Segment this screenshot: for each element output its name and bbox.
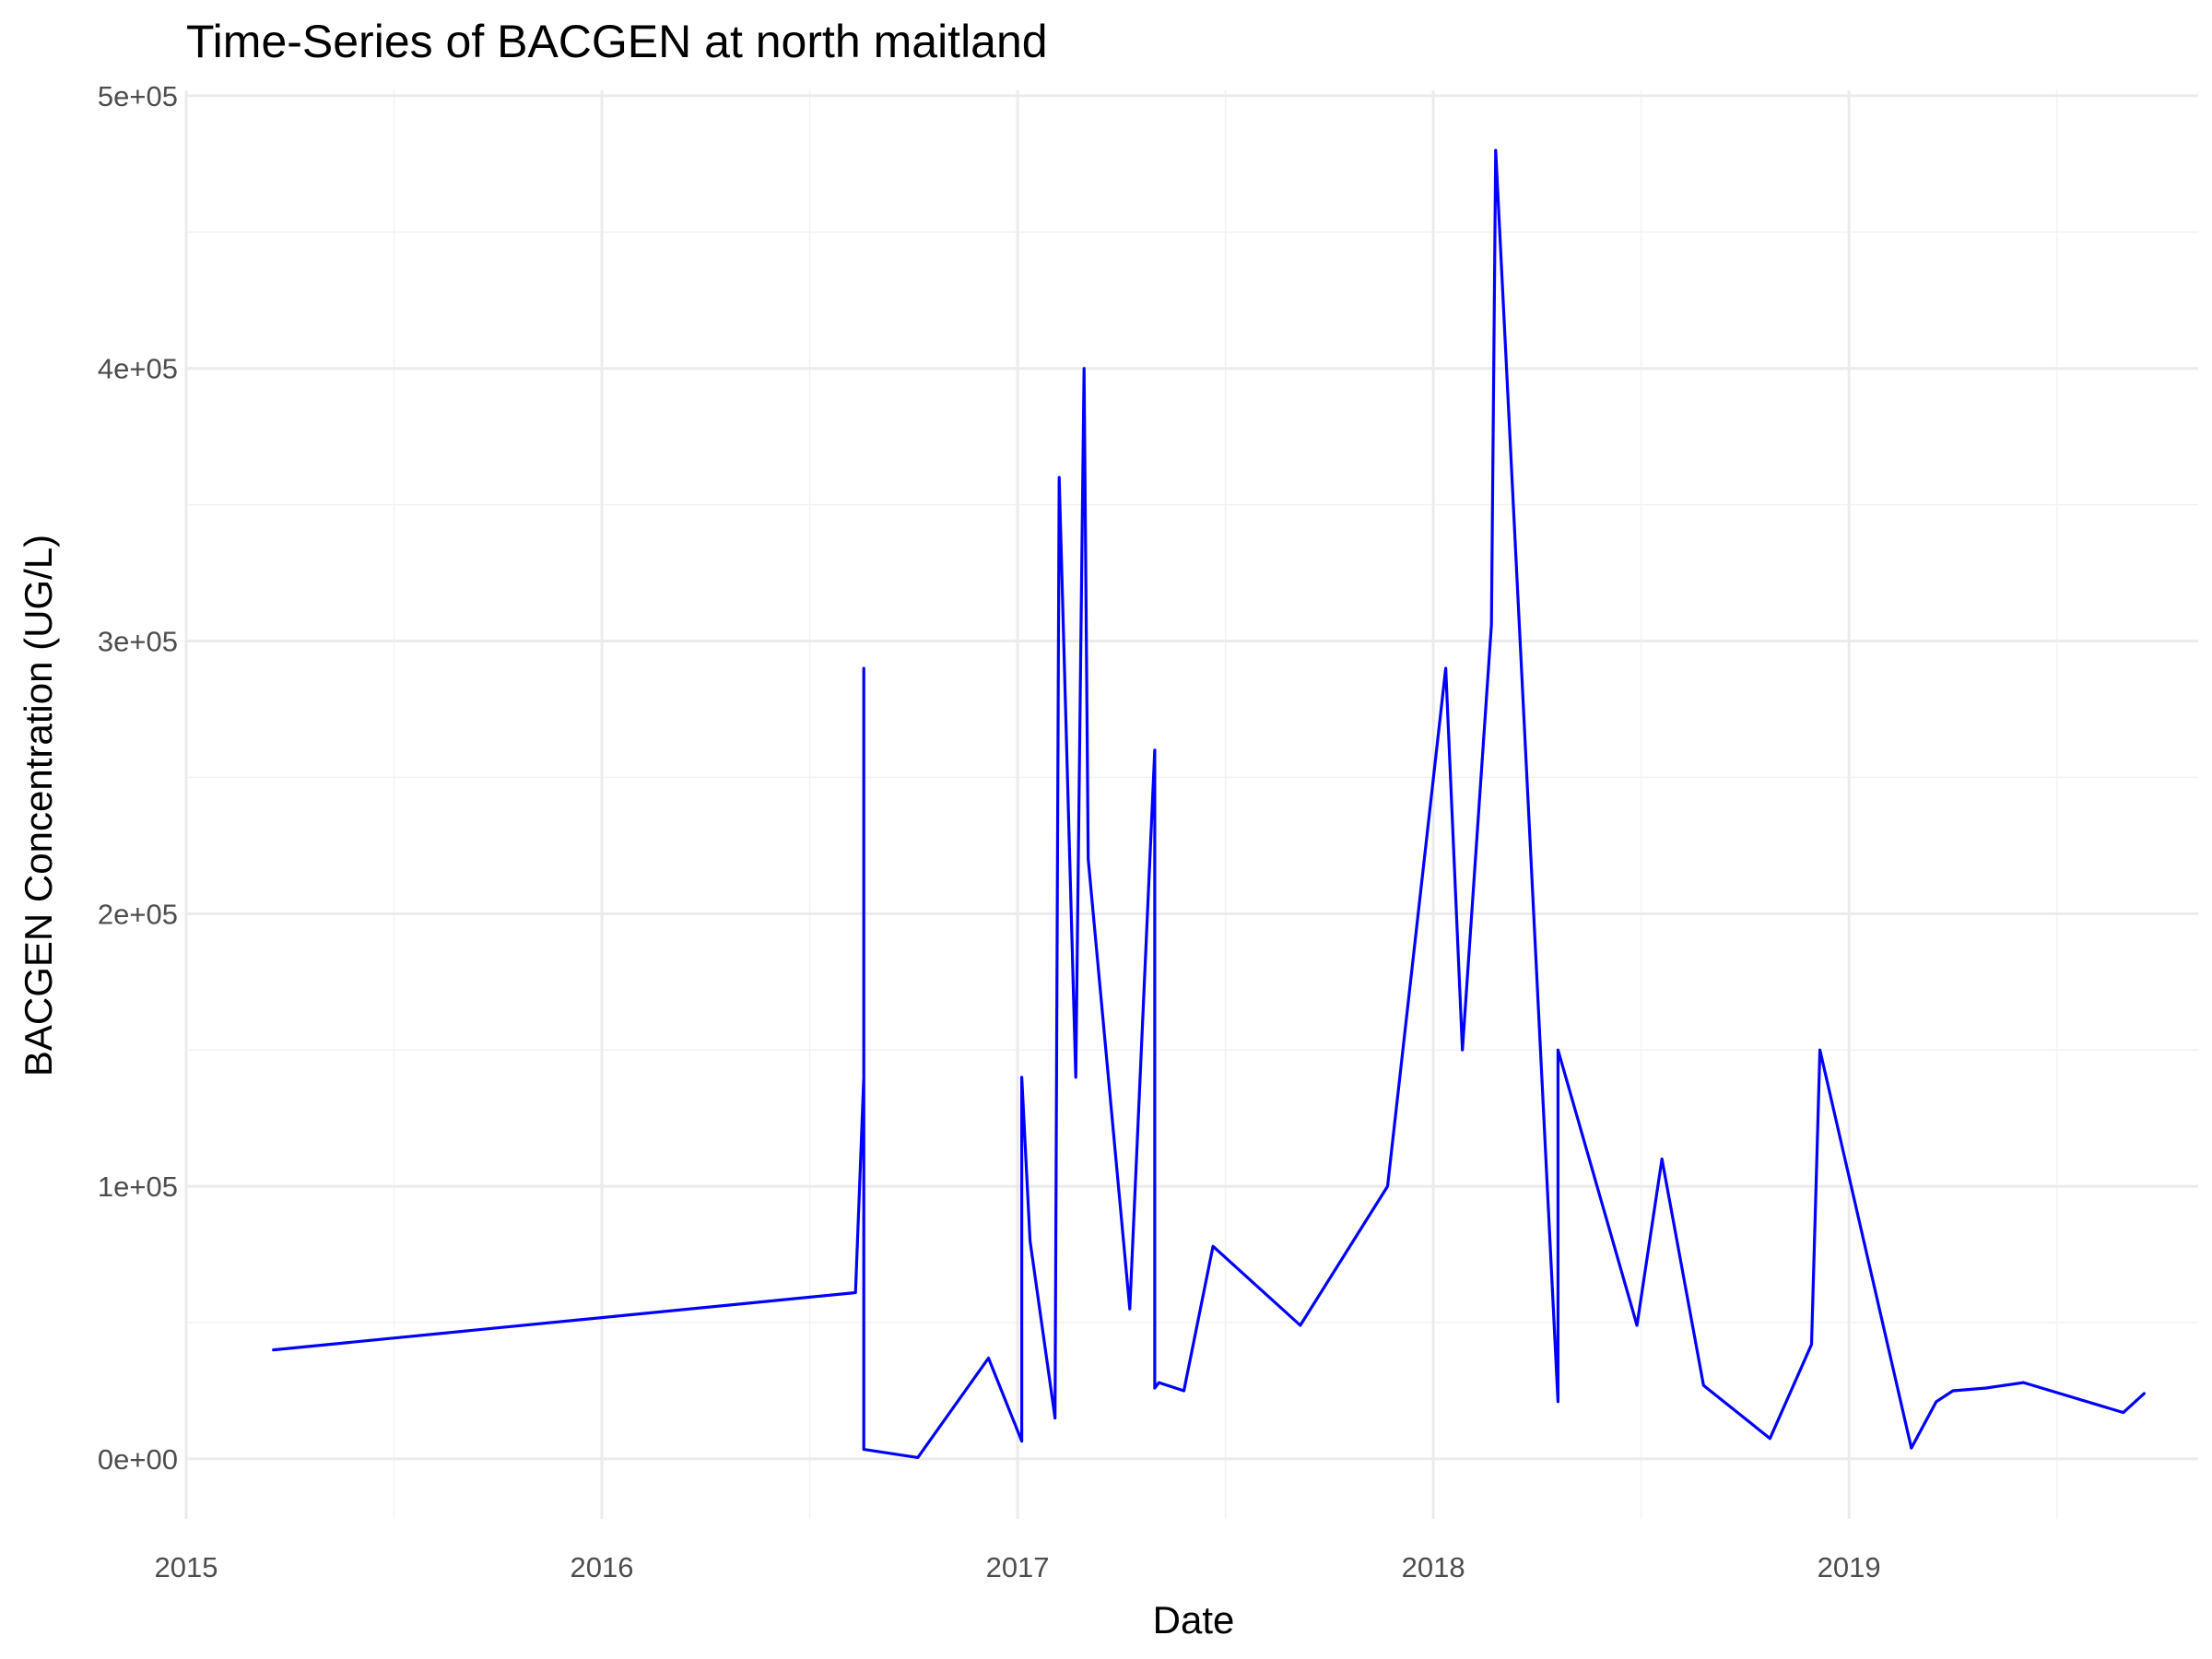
x-tick-label: 2017: [986, 1551, 1050, 1583]
x-tick-label: 2018: [1402, 1551, 1465, 1583]
chart-title: Time-Series of BACGEN at north maitland: [186, 16, 1048, 67]
series-layer: [272, 148, 2146, 1460]
x-tick-label: 2019: [1818, 1551, 1881, 1583]
minor-x-gridlines: [393, 90, 2058, 1519]
x-tick-label: 2015: [155, 1551, 218, 1583]
series-line: [272, 148, 2146, 1460]
y-tick-label: 3e+05: [98, 626, 178, 658]
y-tick-label: 0e+00: [98, 1443, 178, 1476]
y-tick-label: 1e+05: [98, 1171, 178, 1203]
major-y-gridlines: [186, 94, 2198, 1461]
y-tick-label: 4e+05: [98, 353, 178, 385]
y-tick-label: 2e+05: [98, 898, 178, 930]
y-tick-labels: 0e+00 1e+05 2e+05 3e+05 4e+05 5e+05: [98, 80, 178, 1476]
x-axis-title: Date: [1153, 1598, 1235, 1641]
x-tick-labels: 2015 2016 2017 2018 2019: [155, 1551, 1881, 1583]
x-tick-label: 2016: [571, 1551, 634, 1583]
major-x-gridlines: [184, 90, 1851, 1519]
minor-y-gridlines: [186, 231, 2198, 1324]
y-axis-title: BACGEN Concentration (UG/L): [17, 535, 60, 1077]
y-tick-label: 5e+05: [98, 80, 178, 112]
